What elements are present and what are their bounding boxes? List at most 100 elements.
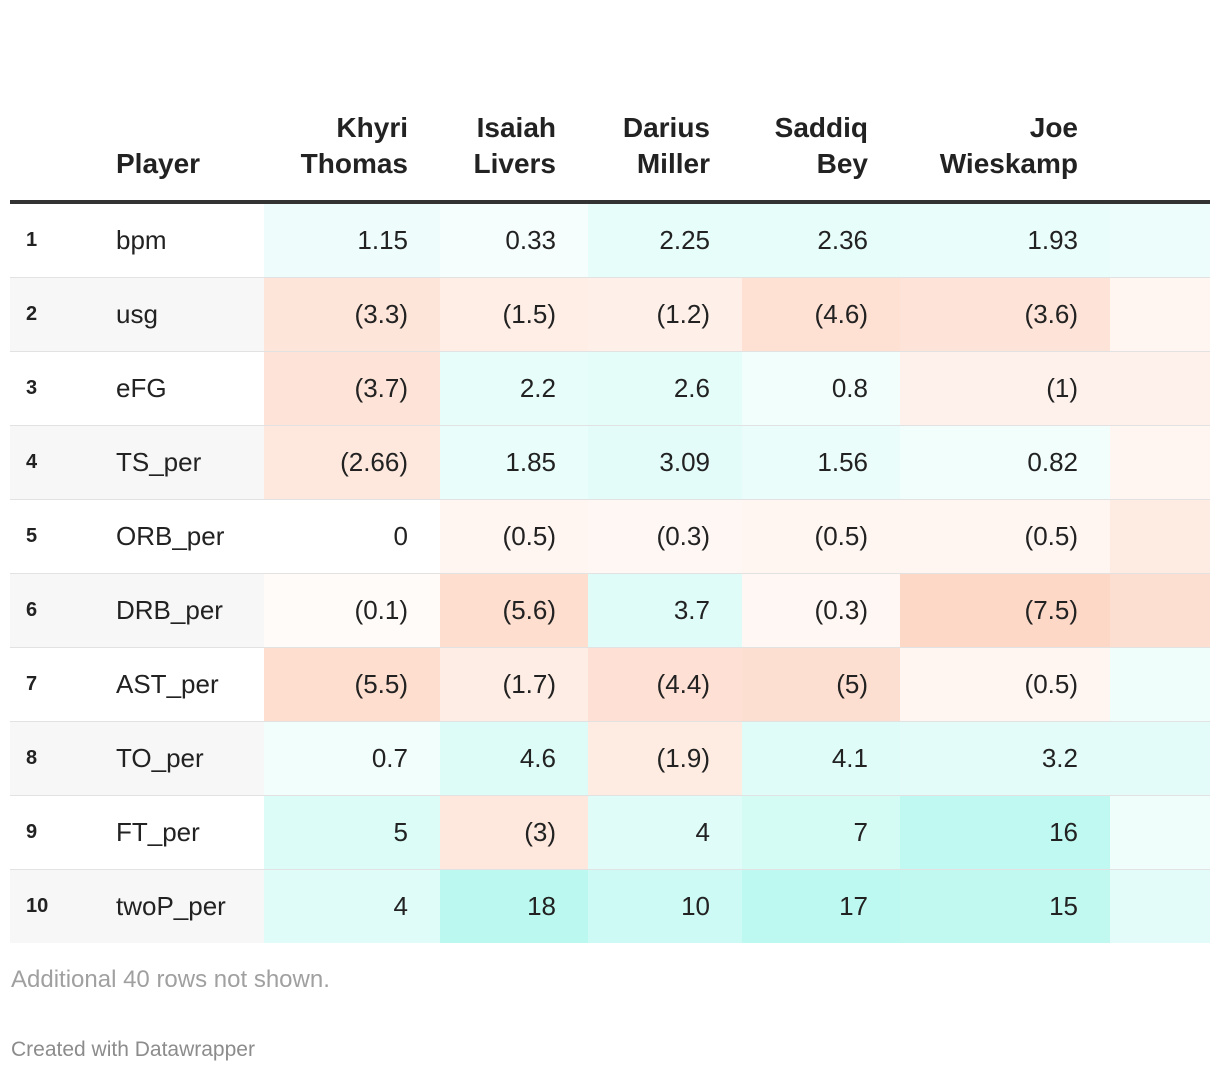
value-cell: 16 [900,795,1110,870]
table-row: 4TS_per(2.66)1.853.091.560.82(0.4 [10,425,1210,500]
value-cell: (3) [440,795,588,870]
column-header-line: D. [1110,110,1210,146]
row-stat-label: AST_per [64,647,264,722]
value-cell: 15 [900,869,1110,943]
value-cell: (1.9) [588,721,742,796]
row-index: 3 [10,351,64,426]
column-header-line: Joe [1029,112,1078,143]
value-cell: 1.3 [1110,202,1210,278]
value-cell: 1.93 [900,202,1110,278]
row-index: 6 [10,573,64,648]
value-cell: (0.4 [1110,425,1210,500]
column-header-line: Khyri [336,112,408,143]
table-notes: Additional 40 rows not shown. [11,966,330,993]
column-header-player-3[interactable]: Saddiq Bey [742,110,900,204]
value-cell: 2.6 [588,351,742,426]
row-stat-label: TS_per [64,425,264,500]
value-cell: 3.2 [900,721,1110,796]
column-header-player[interactable]: Player [64,110,264,204]
value-cell: (0.5) [900,647,1110,722]
row-stat-label: twoP_per [64,869,264,943]
column-header-line: Miller [636,148,710,179]
value-cell: (5) [742,647,900,722]
value-cell: 2.25 [588,202,742,278]
value-cell: 2.2 [440,351,588,426]
column-header-line: Isaiah [476,112,556,143]
row-index: 7 [10,647,64,722]
value-cell: (0.3) [588,499,742,574]
column-header-player-1[interactable]: Isaiah Livers [440,110,588,204]
value-cell: 0.7 [264,721,440,796]
value-cell: (3.7) [264,351,440,426]
column-header-player-2[interactable]: Darius Miller [588,110,742,204]
value-cell: 0.33 [440,202,588,278]
row-stat-label: usg [64,277,264,352]
value-cell: (2.66) [264,425,440,500]
column-header-line: Saddiq [774,112,868,143]
row-index: 9 [10,795,64,870]
value-cell: (1.2) [588,277,742,352]
value-cell: (2. [1110,499,1210,574]
value-cell: (5. [1110,573,1210,648]
value-cell: 1.15 [264,202,440,278]
value-cell: 4.1 [742,721,900,796]
value-cell: 1.85 [440,425,588,500]
column-header-line: Wieskamp [939,148,1078,179]
value-cell: (3.6) [900,277,1110,352]
value-cell: 4.6 [440,721,588,796]
row-index: 10 [10,869,64,943]
value-cell: 2.36 [742,202,900,278]
row-stat-label: DRB_per [64,573,264,648]
value-cell: (1.5) [440,277,588,352]
value-cell: (1.7) [440,647,588,722]
row-index: 1 [10,202,64,278]
value-cell: (5.5) [264,647,440,722]
column-header-player-0[interactable]: Khyri Thomas [264,110,440,204]
column-header-player-4[interactable]: Joe Wieskamp [900,110,1110,204]
row-stat-label: ORB_per [64,499,264,574]
value-cell [1110,795,1210,870]
value-cell: 0 [264,499,440,574]
credit-line: Created with Datawrapper [11,1038,255,1061]
stats-table: Player Khyri Thomas Isaiah Livers Darius Mille… [10,110,1210,943]
value-cell: 1 [1110,647,1210,722]
value-cell: (4.6) [742,277,900,352]
value-cell: (0.5) [742,499,900,574]
value-cell: (7.5) [900,573,1110,648]
value-cell: (0. [1110,277,1210,352]
value-cell: 0.82 [900,425,1110,500]
value-cell: (3.3) [264,277,440,352]
row-index: 5 [10,499,64,574]
row-stat-label: bpm [64,202,264,278]
value-cell: 10 [588,869,742,943]
value-cell: 4 [264,869,440,943]
row-index: 2 [10,277,64,352]
value-cell: (1) [900,351,1110,426]
value-cell: 17 [742,869,900,943]
value-cell: 18 [440,869,588,943]
row-stat-label: FT_per [64,795,264,870]
column-header-player-5[interactable]: D.Wilson [1110,110,1210,204]
row-index: 8 [10,721,64,796]
table-row: 9 FT_per 5 (3) 4 7 16 [10,795,1210,870]
value-cell: (0.1) [264,573,440,648]
table-body: 1bpm1.150.332.252.361.931.32usg(3.3)(1.5… [10,202,1210,943]
value-cell: 3 [1110,721,1210,796]
stats-table-container: Player Khyri Thomas Isaiah Livers Darius Mille… [10,110,1210,943]
column-header-line: Livers [473,148,557,179]
column-header-index[interactable] [10,110,64,204]
row-index: 4 [10,425,64,500]
header-row: Player Khyri Thomas Isaiah Livers Darius Mille… [10,110,1210,204]
value-cell: (0.5) [440,499,588,574]
column-header-line: Darius [622,112,710,143]
value-cell: 5 [264,795,440,870]
value-cell: 1.56 [742,425,900,500]
value-cell: 7 [742,795,900,870]
value-cell [1110,869,1210,943]
column-header-line: Bey [816,148,868,179]
